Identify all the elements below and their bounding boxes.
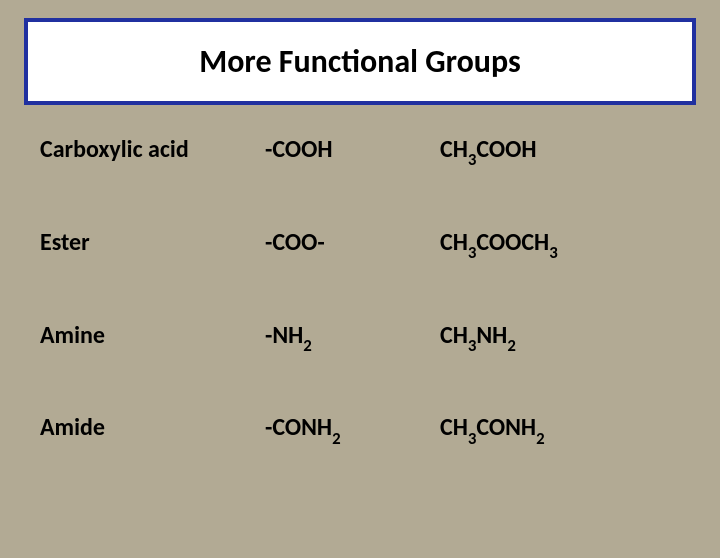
table-row: Ester -COO- CH3COOCH3 — [40, 228, 680, 261]
group-formula: -COOH — [265, 135, 440, 168]
group-formula: -COO- — [265, 228, 440, 261]
group-name: Amine — [40, 321, 265, 350]
table: Carboxylic acid -COOH CH3COOH Ester -COO… — [0, 105, 720, 446]
group-name: Carboxylic acid — [40, 135, 265, 164]
table-row: Amide -CONH2 CH3CONH2 — [40, 413, 680, 446]
group-example: CH3NH2 — [440, 321, 680, 354]
table-row: Amine -NH2 CH3NH2 — [40, 321, 680, 354]
group-name: Amide — [40, 413, 265, 442]
group-name: Ester — [40, 228, 265, 257]
group-example: CH3COOCH3 — [440, 228, 680, 261]
slide-title: More Functional Groups — [38, 42, 682, 81]
table-row: Carboxylic acid -COOH CH3COOH — [40, 135, 680, 168]
group-formula: -NH2 — [265, 321, 440, 354]
title-box: More Functional Groups — [24, 18, 696, 105]
group-example: CH3COOH — [440, 135, 680, 168]
group-formula: -CONH2 — [265, 413, 440, 446]
group-example: CH3CONH2 — [440, 413, 680, 446]
